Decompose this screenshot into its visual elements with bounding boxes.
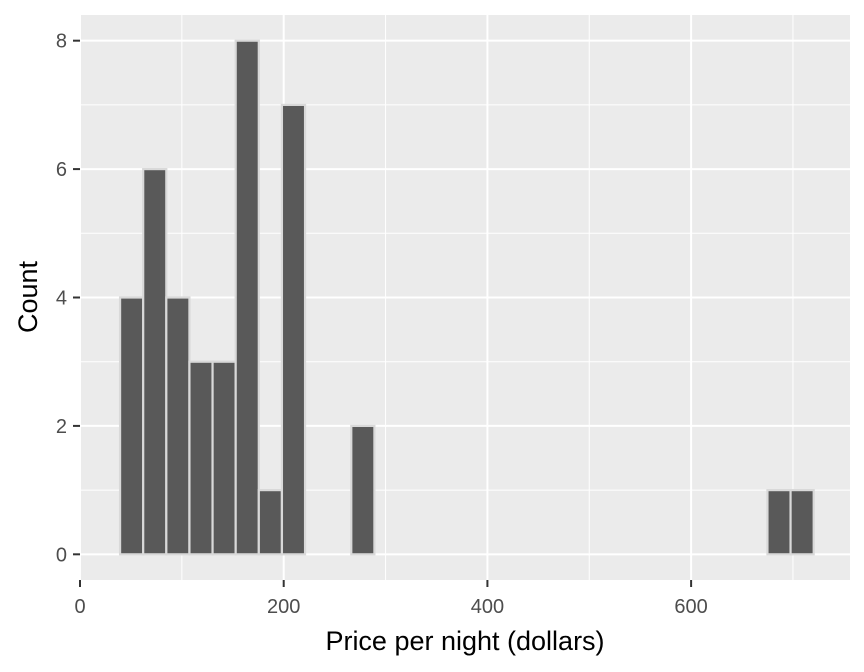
x-tick-label: 200 bbox=[267, 596, 300, 618]
x-tick-label: 0 bbox=[74, 596, 85, 618]
y-tick-label: 8 bbox=[56, 31, 67, 53]
x-axis-title: Price per night (dollars) bbox=[325, 626, 604, 656]
x-tick-label: 600 bbox=[674, 596, 707, 618]
x-tick-label: 400 bbox=[471, 596, 504, 618]
histogram-bar bbox=[789, 489, 815, 556]
histogram-bar bbox=[142, 167, 168, 556]
histogram-bar bbox=[234, 39, 260, 556]
bars bbox=[118, 39, 815, 556]
y-tick-label: 2 bbox=[56, 416, 67, 438]
y-tick-label: 6 bbox=[56, 159, 67, 181]
histogram-bar bbox=[280, 103, 307, 556]
y-axis-title: Count bbox=[13, 260, 43, 333]
histogram-bar bbox=[165, 296, 191, 556]
x-axis: 0 200 400 600 bbox=[74, 580, 708, 618]
histogram-bar bbox=[350, 424, 376, 556]
y-tick-label: 0 bbox=[56, 544, 67, 566]
histogram-bar bbox=[766, 489, 792, 556]
y-tick-label: 4 bbox=[56, 288, 67, 310]
histogram-bar bbox=[188, 360, 214, 556]
y-axis: 0 2 4 6 8 bbox=[56, 31, 80, 566]
histogram-bar bbox=[257, 489, 284, 556]
histogram-bar bbox=[211, 360, 237, 556]
histogram-bar bbox=[118, 296, 145, 556]
